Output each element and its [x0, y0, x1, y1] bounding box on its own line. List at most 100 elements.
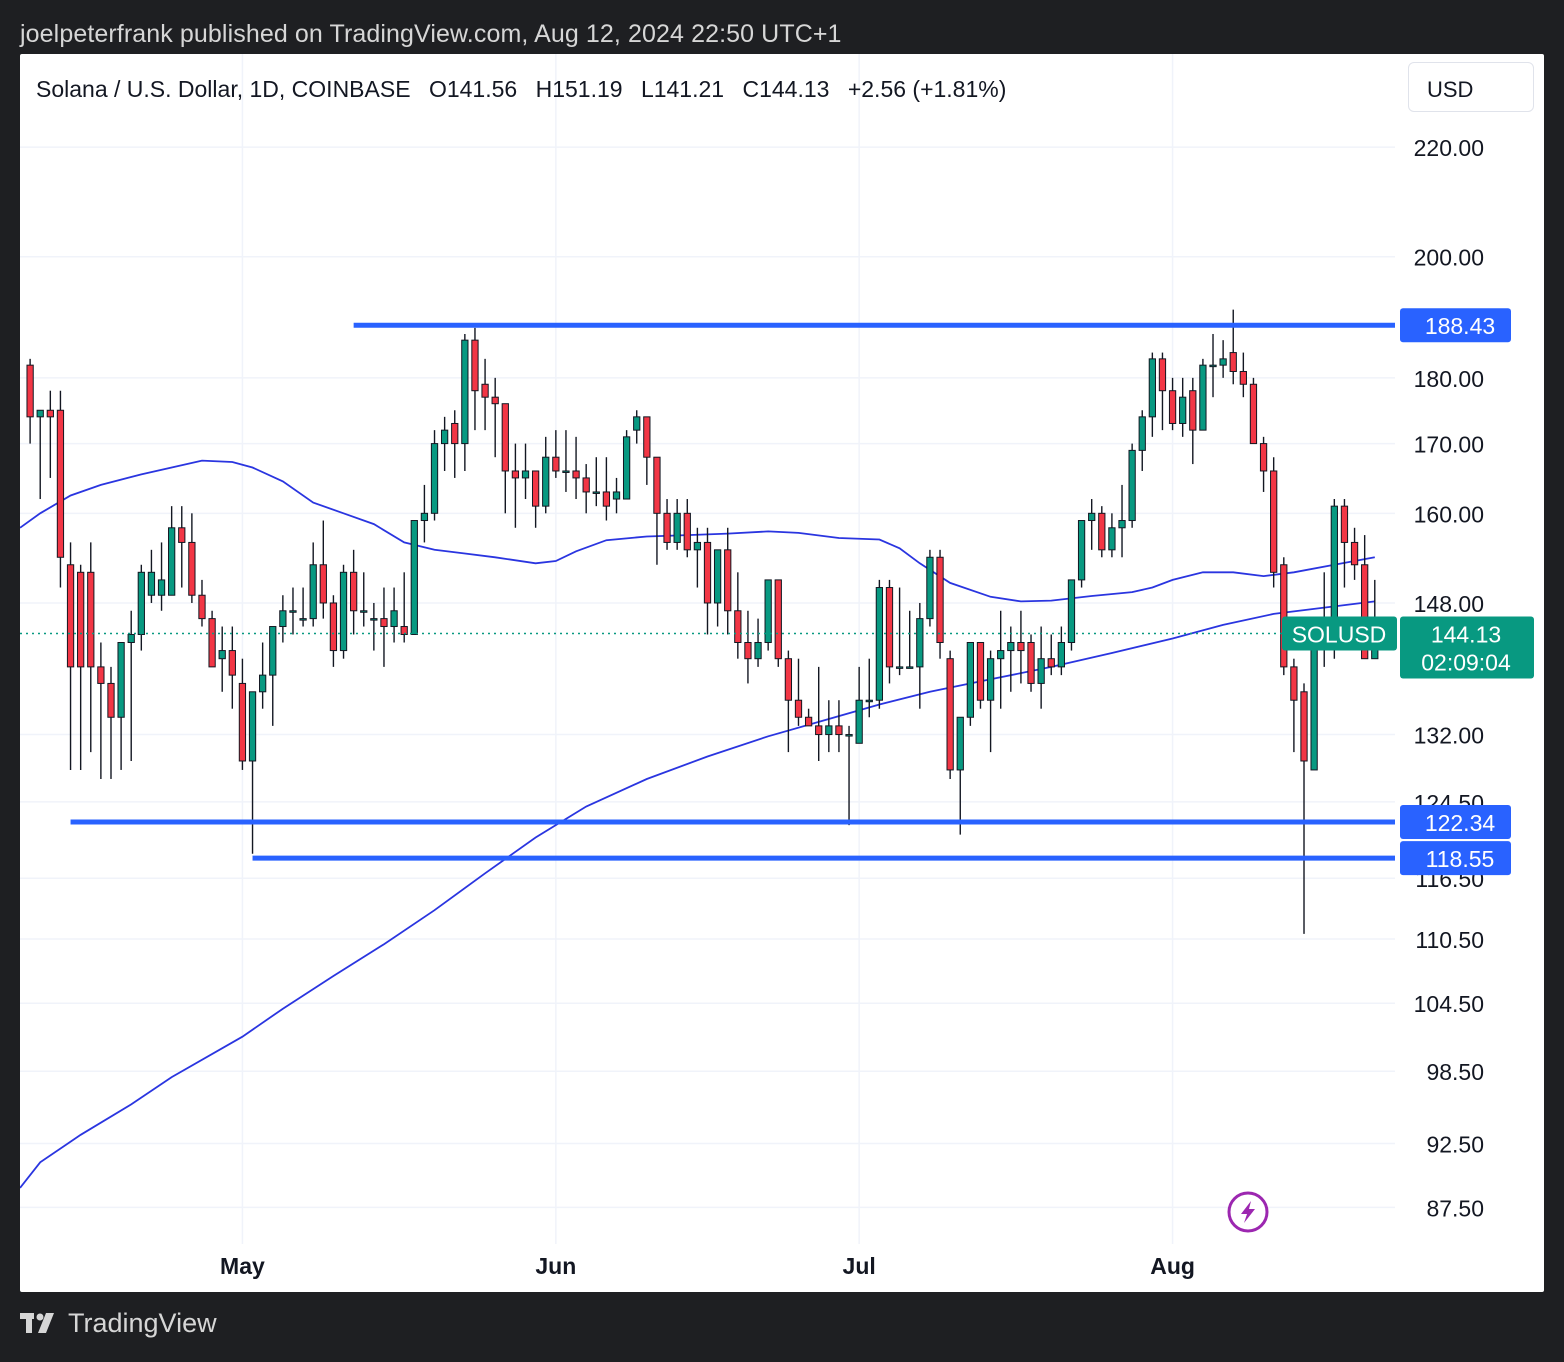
level-badge-label: 188.43: [1425, 313, 1495, 339]
candle-body-down: [936, 556, 944, 643]
candle-body-up: [117, 641, 125, 718]
candle-body-down: [77, 571, 85, 668]
candlestick-chart[interactable]: 220.00 200.00 180.00 170.00 160.00 148.00 132.…: [20, 54, 1544, 1292]
candle: [966, 641, 975, 726]
candle: [1189, 377, 1197, 465]
horizontal-levels: [20, 322, 1395, 861]
candle: [916, 602, 924, 709]
candle-body-down: [784, 658, 793, 701]
candle-body-up: [521, 470, 530, 479]
candle-body-down: [107, 682, 115, 718]
candle-body-up: [248, 691, 257, 762]
candle: [885, 579, 894, 684]
candle-body-up: [713, 549, 722, 604]
tradingview-footer-logo[interactable]: TradingView: [20, 1308, 217, 1339]
candle-body-down: [1300, 691, 1308, 762]
y-tick-label: 200.00: [1414, 245, 1484, 271]
candle-body-up: [1108, 527, 1116, 551]
candle-body-up: [926, 556, 934, 620]
candle: [97, 642, 105, 779]
candle: [1280, 557, 1288, 676]
candle: [440, 416, 449, 471]
lightning-icon[interactable]: [1227, 1191, 1269, 1233]
candle: [906, 610, 914, 669]
candle: [461, 333, 469, 471]
candle-body-up: [299, 618, 307, 621]
candle-body-up: [440, 429, 449, 445]
candle: [724, 527, 732, 635]
chart-panel[interactable]: 220.00 200.00 180.00 170.00 160.00 148.00 132.…: [20, 54, 1544, 1292]
candle-body-up: [1118, 520, 1126, 529]
candle: [178, 506, 186, 588]
y-tick-label: 92.50: [1426, 1132, 1484, 1158]
candle: [1037, 626, 1045, 709]
candle-body-down: [87, 571, 95, 668]
candle: [117, 641, 125, 770]
candle-body-down: [319, 564, 327, 604]
candle: [228, 626, 236, 709]
candle: [26, 358, 34, 444]
candle: [633, 410, 641, 444]
candle: [865, 658, 873, 718]
candle-body-down: [66, 564, 75, 668]
candle-body-down: [1361, 564, 1369, 660]
candle: [259, 642, 267, 709]
y-tick-label: 160.00: [1414, 501, 1484, 527]
level-badge-bg: [1400, 804, 1511, 839]
candle: [764, 579, 772, 651]
candle-body-down: [794, 699, 803, 718]
ma-long-line: [20, 600, 1375, 1189]
candle: [1340, 499, 1349, 588]
candle-body-down: [744, 641, 752, 660]
currency-button[interactable]: USD: [1408, 62, 1534, 112]
candle-body-up: [370, 618, 378, 621]
candle: [1229, 309, 1237, 385]
candle-body-down: [1239, 370, 1247, 385]
candle: [511, 443, 520, 528]
candle-body-up: [633, 416, 641, 431]
candle: [1179, 377, 1187, 437]
candle: [87, 542, 95, 753]
candle: [319, 520, 327, 619]
candle: [542, 436, 550, 514]
candle: [1017, 610, 1025, 684]
candle-body-down: [228, 650, 236, 676]
y-tick-label: 132.00: [1414, 723, 1484, 749]
candle-body-down: [481, 383, 489, 398]
candle: [1270, 457, 1278, 588]
candle-body-down: [97, 666, 105, 684]
candle: [1290, 658, 1298, 753]
candle: [673, 499, 681, 550]
candle-body-up: [461, 339, 469, 445]
candle-body-down: [1017, 641, 1025, 652]
candle-body-up: [592, 491, 600, 494]
candle-body-up: [1057, 641, 1065, 668]
candle-body-up: [147, 571, 156, 596]
candle: [1199, 358, 1207, 431]
candle-body-down: [471, 339, 479, 392]
candle-body-up: [956, 716, 964, 771]
legend-high: H151.19: [535, 76, 623, 102]
candle-body-up: [360, 610, 368, 613]
candle-body-down: [208, 618, 216, 668]
candle: [643, 416, 651, 485]
candle-body-down: [1158, 358, 1167, 392]
candle: [481, 358, 489, 431]
candle: [218, 626, 226, 692]
candle: [521, 443, 530, 500]
candle: [1128, 443, 1136, 528]
candle-body-up: [1088, 512, 1096, 522]
candle-body-up: [168, 527, 176, 596]
current-price-label: 144.13: [1431, 621, 1501, 647]
candle: [986, 650, 995, 753]
candle: [127, 610, 135, 761]
candle-body-down: [602, 491, 611, 507]
candle-body-up: [562, 470, 570, 473]
candle: [1067, 579, 1076, 651]
candle: [1138, 410, 1146, 471]
symbol-badge-label: SOLUSD: [1292, 621, 1387, 647]
lightning-icon-bolt: [1241, 1201, 1255, 1223]
symbol-badge-bg: [1282, 616, 1397, 651]
candle: [491, 377, 499, 458]
